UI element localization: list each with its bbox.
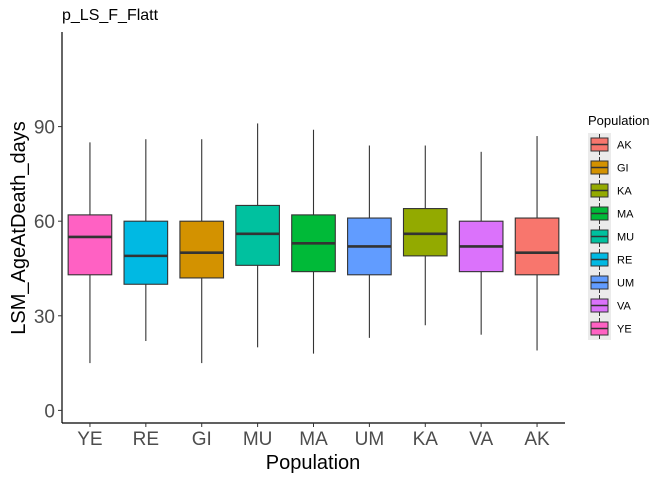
legend-item-mu: MU [588, 225, 634, 248]
legend-label: YE [617, 324, 632, 336]
x-tick-label: VA [469, 429, 493, 450]
legend: Population AK GI KA MA MU RE UM VA YE [588, 113, 649, 340]
box-body [514, 217, 560, 276]
legend-item-ma: MA [588, 202, 634, 225]
legend-label: MU [617, 232, 634, 244]
legend-label: MA [617, 209, 634, 221]
box-mu [235, 123, 280, 348]
box-re [123, 139, 169, 342]
box-body [235, 204, 280, 266]
box-um [347, 145, 392, 338]
box-gi [179, 139, 225, 364]
box-body [179, 220, 225, 279]
box-body [123, 220, 169, 285]
legend-item-ak: AK [588, 133, 632, 156]
y-tick-label: 60 [34, 212, 55, 233]
box-body [67, 214, 113, 276]
x-tick-label: AK [524, 429, 550, 450]
x-tick-label: MU [243, 429, 273, 450]
legend-item-ka: KA [588, 179, 632, 202]
x-axis-ticks: YE RE GI MU MA UM KA VA AK [77, 423, 550, 450]
y-axis-label: LSM_AgeAtDeath_days [8, 121, 30, 334]
box-ak [514, 136, 560, 351]
x-tick-label: UM [355, 429, 385, 450]
x-tick-label: GI [192, 429, 212, 450]
y-tick-label: 90 [34, 118, 55, 139]
y-axis-ticks: 0 30 60 90 [34, 118, 62, 422]
legend-label: GI [617, 163, 629, 175]
y-tick-label: 30 [34, 307, 55, 328]
x-tick-label: RE [133, 429, 159, 450]
legend-label: KA [617, 186, 632, 198]
legend-label: UM [617, 278, 634, 290]
box-ye [67, 142, 113, 364]
legend-item-ye: YE [588, 317, 632, 340]
box-ma [291, 129, 336, 354]
x-tick-label: KA [413, 429, 439, 450]
plot-area [67, 123, 560, 364]
y-tick-label: 0 [44, 401, 55, 422]
legend-item-va: VA [588, 294, 632, 317]
x-tick-label: MA [299, 429, 328, 450]
box-body [402, 208, 448, 257]
legend-item-gi: GI [588, 156, 629, 179]
legend-label: AK [617, 140, 632, 152]
x-tick-label: YE [77, 429, 102, 450]
legend-label: RE [617, 255, 632, 267]
x-axis-label: Population [266, 452, 361, 474]
box-ka [402, 145, 448, 326]
box-va [458, 151, 504, 335]
legend-label: VA [617, 301, 632, 313]
legend-item-re: RE [588, 248, 632, 271]
legend-item-um: UM [588, 271, 634, 294]
chart-title: p_LS_F_Flatt [62, 7, 159, 24]
legend-title: Population [588, 113, 649, 128]
